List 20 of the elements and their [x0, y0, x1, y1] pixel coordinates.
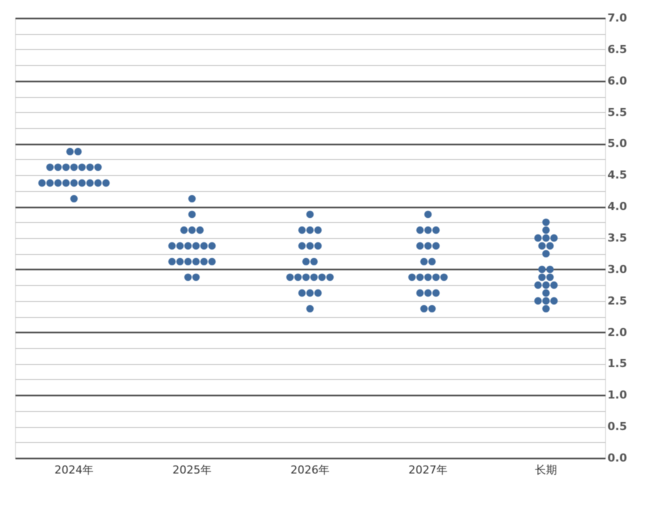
y-tick-label: 6.5: [608, 42, 627, 56]
x-tick-label: 2027年: [408, 464, 448, 476]
y-tick-label: 3.5: [608, 232, 627, 244]
x-tick-label: 2026年: [290, 464, 330, 476]
x-tick-label: 2025年: [172, 464, 212, 476]
y-tick-label: 4.5: [608, 168, 627, 182]
y-tick-label: 7.0: [608, 12, 628, 24]
y-tick-label: 5.0: [608, 137, 628, 150]
y-tick-label: 2.0: [608, 326, 628, 339]
y-tick-label: 6.0: [608, 74, 628, 88]
y-tick-label: 3.0: [608, 262, 628, 276]
y-tick-label: 0.0: [608, 452, 628, 464]
y-tick-label: 0.5: [608, 420, 627, 434]
y-tick-label: 1.5: [608, 357, 627, 370]
x-tick-label: 长期: [535, 464, 557, 476]
y-tick-label: 5.5: [608, 106, 627, 119]
y-tick-label: 1.0: [608, 388, 628, 402]
y-tick-label: 4.0: [608, 200, 628, 214]
y-tick-label: 2.5: [608, 294, 627, 308]
x-tick-label: 2024年: [54, 464, 94, 476]
